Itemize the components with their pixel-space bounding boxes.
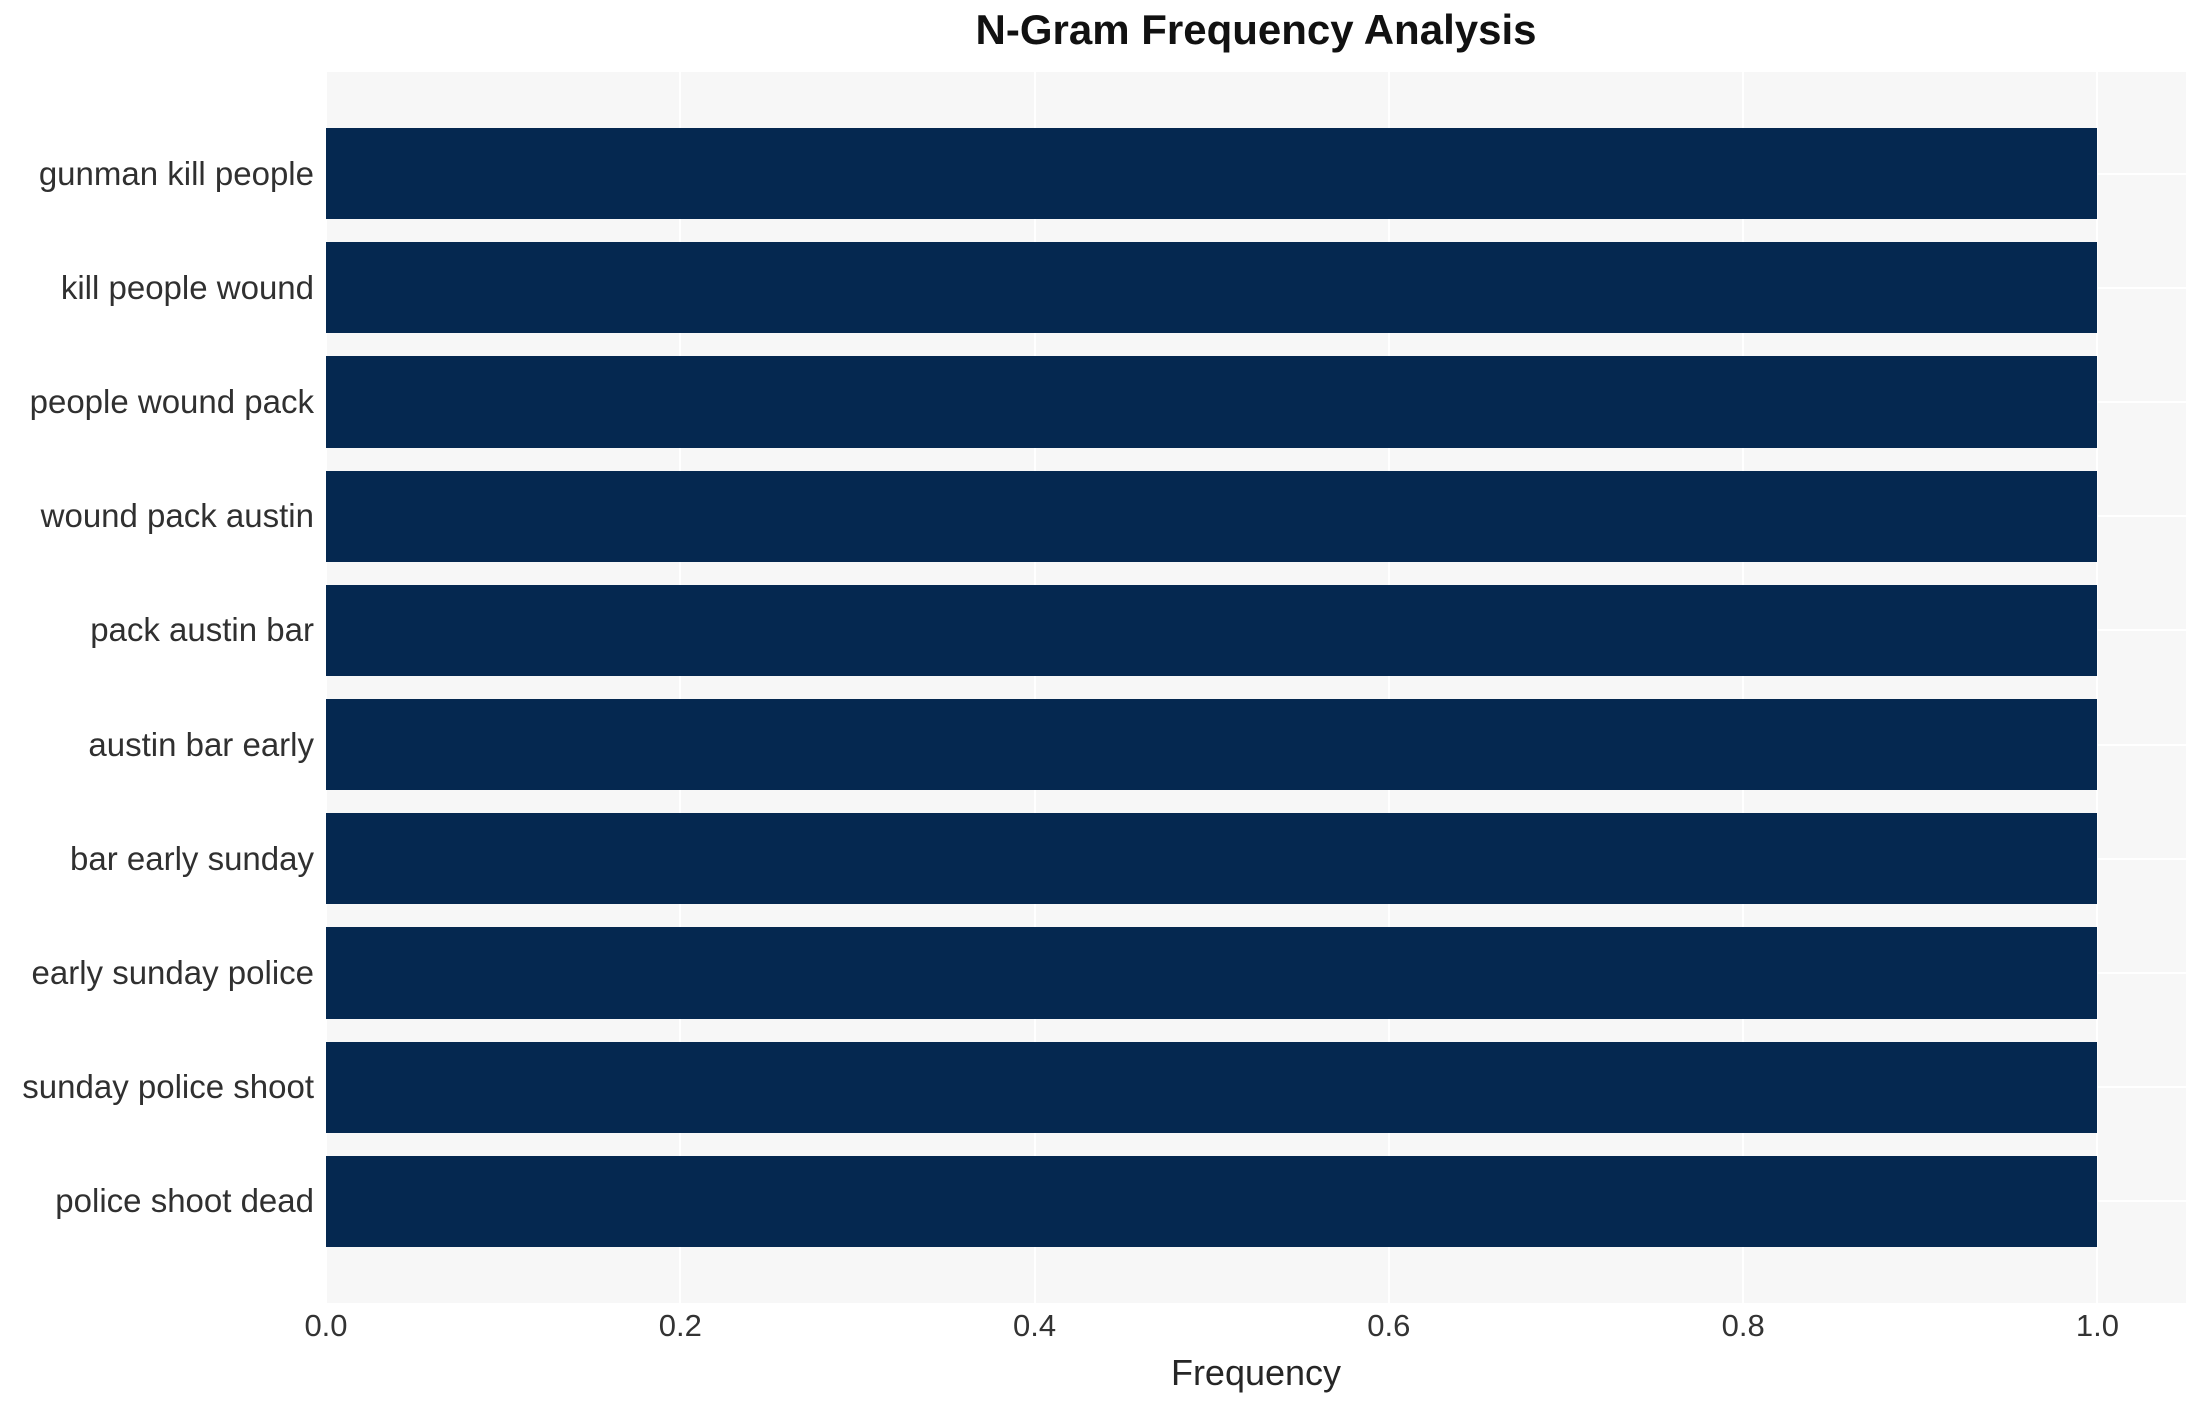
bar	[326, 356, 2098, 448]
x-axis-label: Frequency	[1170, 1352, 1342, 1393]
gridline-vertical	[679, 72, 682, 1303]
y-tick-label: austin bar early	[88, 725, 314, 763]
bar	[326, 242, 2098, 334]
x-tick-label: 1.0	[2075, 1308, 2119, 1343]
gridline-vertical	[1387, 72, 1390, 1303]
bar	[326, 1041, 2098, 1133]
x-axis-ticks: 0.0 0.2 0.4 0.6 0.8 1.0	[304, 1308, 2186, 1348]
y-tick-label: bar early sunday	[70, 839, 314, 877]
x-tick-label: 0.0	[304, 1308, 348, 1343]
bar	[326, 813, 2098, 905]
plot-area	[325, 72, 2186, 1303]
bar	[326, 927, 2098, 1019]
x-tick-label: 0.8	[1721, 1308, 1765, 1343]
x-tick-label: 0.4	[1013, 1308, 1057, 1343]
gridline-vertical	[1033, 72, 1036, 1303]
y-tick-label: sunday police shoot	[22, 1068, 314, 1106]
bar	[326, 470, 2098, 562]
y-tick-label: early sunday police	[31, 953, 315, 991]
bar	[326, 698, 2098, 791]
bar	[326, 584, 2098, 677]
y-axis-labels: gunman kill people kill people wound peopl…	[0, 72, 314, 1303]
gridline-vertical	[2096, 72, 2099, 1303]
bar	[326, 1155, 2098, 1247]
y-tick-label: kill people wound	[60, 268, 314, 306]
x-tick-label: 0.2	[658, 1308, 702, 1343]
gridline-vertical	[325, 72, 327, 1303]
y-tick-label: people wound pack	[29, 383, 314, 421]
bar	[326, 128, 2098, 220]
y-tick-label: police shoot dead	[55, 1182, 314, 1220]
y-tick-label: gunman kill people	[38, 154, 314, 192]
x-tick-label: 0.6	[1367, 1308, 1411, 1343]
y-tick-label: pack austin bar	[90, 611, 314, 649]
y-tick-label: wound pack austin	[40, 497, 314, 535]
chart-title: N-Gram Frequency Analysis	[975, 6, 1537, 53]
gridline-vertical	[1742, 72, 1745, 1303]
